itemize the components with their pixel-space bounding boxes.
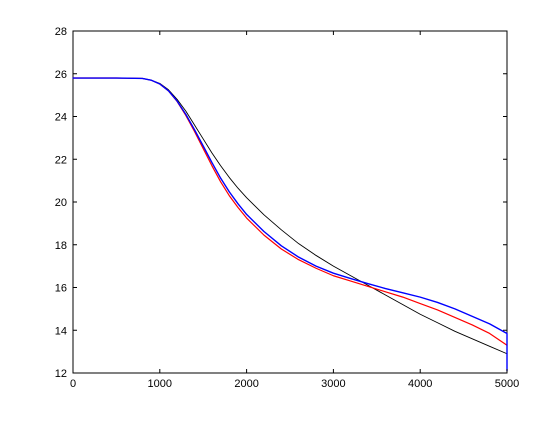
y-tick-label: 14	[55, 325, 67, 337]
y-tick-label: 18	[55, 240, 67, 252]
x-tick-label: 2000	[234, 378, 258, 390]
tick-labels: 0 1000 2000 3000 4000 5000 12 14 16 18 20 22 24 26 28	[55, 26, 519, 390]
y-tick-label: 28	[55, 26, 67, 38]
x-tick-label: 4000	[408, 378, 432, 390]
y-tick-label: 26	[55, 69, 67, 81]
series-layer	[72, 77, 508, 372]
y-tick-label: 22	[55, 154, 67, 166]
plot-area	[72, 30, 508, 374]
y-tick-label: 16	[55, 283, 67, 295]
series-line-1	[72, 77, 508, 355]
y-tick-label: 12	[55, 368, 67, 380]
y-tick-label: 24	[55, 112, 67, 124]
series-line-3	[72, 77, 508, 372]
x-tick-label: 3000	[321, 378, 345, 390]
tick-marks	[72, 30, 508, 374]
x-tick-label: 5000	[495, 378, 519, 390]
x-tick-label: 1000	[148, 378, 172, 390]
y-tick-label: 20	[55, 197, 67, 209]
x-tick-label: 0	[70, 378, 76, 390]
